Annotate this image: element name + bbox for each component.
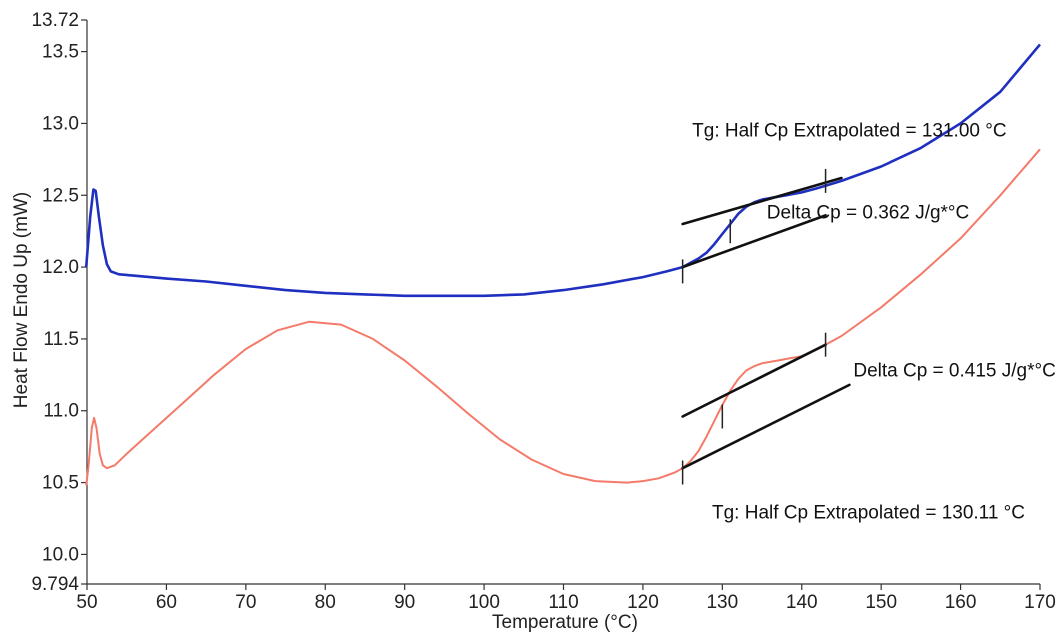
y-tick-label: 10.5 <box>42 473 79 494</box>
x-tick-label: 170 <box>1024 592 1056 613</box>
tangent-line <box>681 214 827 269</box>
annotation-label: Tg: Half Cp Extrapolated = 131.00 °C <box>692 121 1006 142</box>
x-axis-title: Temperature (°C) <box>492 612 638 633</box>
y-tick-label: 13.5 <box>42 42 79 63</box>
tangent-line <box>681 343 827 418</box>
tangent-line <box>681 176 843 226</box>
tangent-line <box>681 383 851 470</box>
series-line-1 <box>84 43 1041 298</box>
annotation-label: Tg: Half Cp Extrapolated = 130.11 °C <box>712 503 1025 524</box>
y-tick-label: 9.794 <box>31 574 79 595</box>
x-tick-label: 140 <box>786 592 818 613</box>
x-tick-label: 160 <box>945 592 977 613</box>
y-tick-label: 10.0 <box>42 544 79 565</box>
annotation-label: Delta Cp = 0.362 J/g*°C <box>767 203 969 224</box>
x-tick-label: 70 <box>235 592 256 613</box>
y-tick-label: 11.5 <box>43 329 79 350</box>
y-axis-title: Heat Flow Endo Up (mW) <box>11 192 32 408</box>
x-tick-label: 90 <box>394 592 415 613</box>
x-tick-label: 80 <box>315 592 336 613</box>
y-tick-label: 12.5 <box>42 185 79 206</box>
y-tick-label: 12.0 <box>42 257 79 278</box>
x-tick-label: 50 <box>76 592 97 613</box>
y-tick-label: 13.0 <box>42 113 79 134</box>
x-tick-label: 60 <box>156 592 177 613</box>
x-tick-label: 130 <box>706 592 738 613</box>
annotation-label: Delta Cp = 0.415 J/g*°C <box>853 361 1055 382</box>
x-tick-label: 120 <box>627 592 659 613</box>
y-tick-label: 13.72 <box>31 10 79 31</box>
x-tick-label: 100 <box>468 592 500 613</box>
series-line-2 <box>85 148 1041 486</box>
x-tick-label: 110 <box>548 592 578 613</box>
x-tick-label: 150 <box>865 592 897 613</box>
y-tick-label: 11.0 <box>43 401 79 422</box>
